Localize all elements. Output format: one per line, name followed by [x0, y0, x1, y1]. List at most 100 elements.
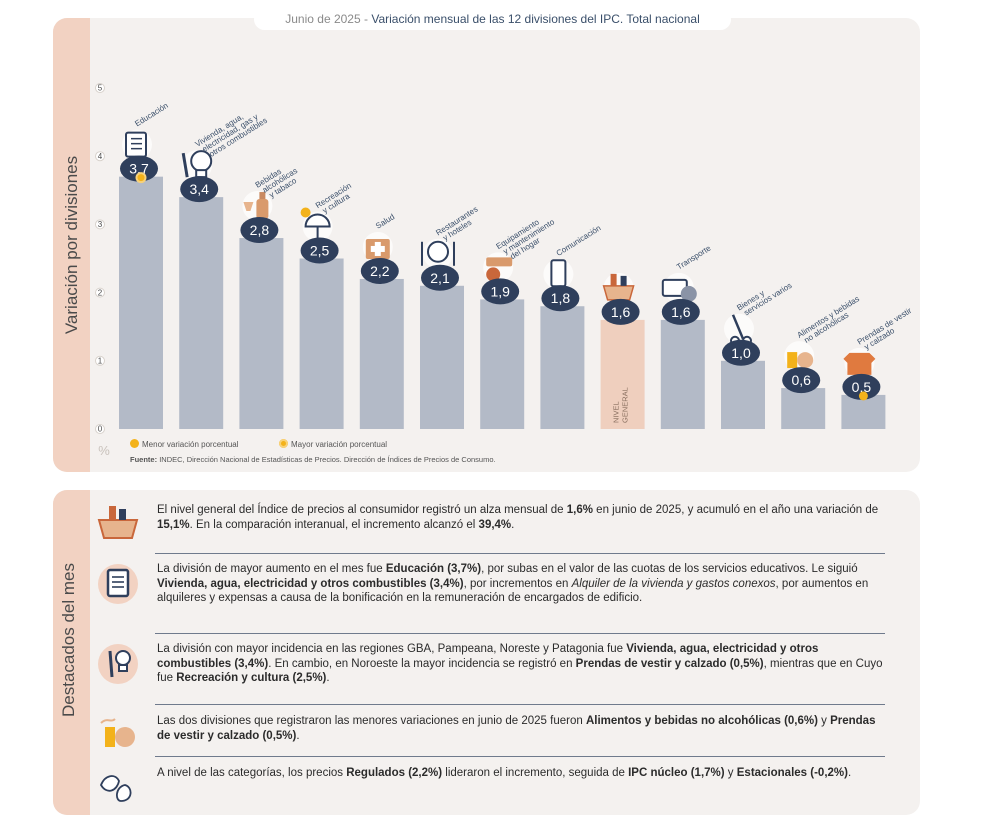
- chart-title-main: Variación mensual de las 12 divisiones d…: [371, 12, 700, 26]
- y-tick-marker: [95, 83, 105, 93]
- data-label: 3,4: [189, 181, 209, 197]
- notebook-icon: [95, 561, 145, 607]
- legend-min-dot: [130, 439, 139, 448]
- data-label: 2,5: [310, 243, 330, 259]
- highlight-item: A nivel de las categorías, los precios R…: [95, 765, 885, 811]
- bar: [179, 197, 224, 429]
- transit-card-icon: [661, 278, 697, 302]
- value-badge: [601, 298, 640, 325]
- highlight-text: La división de mayor aumento en el mes f…: [157, 563, 869, 604]
- data-label: 2,1: [430, 270, 450, 286]
- highlights-side-label: Destacados del mes: [59, 562, 78, 718]
- data-label: 0,5: [852, 379, 872, 395]
- value-badge: [180, 176, 219, 203]
- bar: [420, 285, 464, 429]
- max-marker: [137, 174, 145, 182]
- food-icon: [787, 352, 814, 369]
- air-conditioner-icon: [486, 257, 513, 282]
- highlight-item: La división de mayor aumento en el mes f…: [95, 561, 885, 607]
- category-label: Alimentos y bebidas: [795, 294, 860, 340]
- category-label: Salud: [374, 212, 396, 230]
- bar: [721, 360, 765, 429]
- y-tick-marker: [95, 287, 105, 298]
- highlight-item: Las dos divisiones que registraron las m…: [95, 713, 885, 759]
- data-label: 1,8: [551, 290, 571, 306]
- highlight-text: A nivel de las categorías, los precios R…: [157, 767, 852, 779]
- y-tick-marker: [95, 424, 105, 434]
- highlight-item: El nivel general del Índice de precios a…: [95, 502, 885, 548]
- shopping-basket-icon: [95, 502, 145, 548]
- highlights-side-strip: [53, 490, 90, 815]
- key-bulb-icon: [95, 641, 145, 687]
- chart-title: Junio de 2025 - Variación mensual de las…: [254, 9, 731, 30]
- data-label: 1,9: [490, 283, 510, 299]
- highlight-item: La división con mayor incidencia en las …: [95, 641, 885, 687]
- highlight-text: La división con mayor incidencia en las …: [157, 643, 883, 684]
- category-label: Transporte: [675, 243, 713, 271]
- y-tick-marker: [95, 151, 105, 162]
- bar: [359, 278, 404, 429]
- bar: [540, 306, 585, 429]
- legend-max: Mayor variación porcentual: [279, 439, 387, 449]
- bar: [239, 238, 284, 429]
- y-tick-marker: [95, 219, 105, 230]
- value-badge: [782, 367, 821, 394]
- food-drink-icon: [95, 713, 145, 759]
- bar: [480, 299, 525, 429]
- bar-general-label: GENERAL: [621, 387, 630, 423]
- value-badge: [842, 373, 881, 400]
- data-label: 3,7: [129, 161, 149, 177]
- value-badge: [722, 339, 760, 366]
- y-tick-label: 1: [98, 357, 103, 366]
- highlight-separator: [155, 756, 885, 757]
- source-note: Fuente: INDEC, Dirección Nacional de Est…: [130, 455, 496, 464]
- wine-bottle-icon: [243, 192, 269, 220]
- legend-max-label: Mayor variación porcentual: [291, 440, 388, 449]
- value-badge: [421, 264, 459, 291]
- highlight-separator: [155, 704, 885, 705]
- smartphone-icon: [550, 259, 567, 288]
- y-tick-label: 2: [98, 288, 103, 297]
- bar: [660, 319, 705, 429]
- source-label: Fuente:: [130, 455, 158, 464]
- data-label: 2,8: [250, 222, 270, 238]
- bar: [119, 176, 163, 429]
- source-text: INDEC, Dirección Nacional de Estadística…: [159, 455, 496, 464]
- category-label: Educación: [133, 101, 169, 128]
- highlights-panel: [53, 490, 920, 815]
- value-badge: [300, 237, 339, 264]
- chart-title-date: Junio de 2025 -: [285, 12, 368, 26]
- highlight-separator: [155, 553, 885, 554]
- umbrella-icon: [300, 207, 331, 239]
- value-badge: [240, 217, 279, 244]
- data-label: 0,6: [791, 372, 811, 388]
- bar-general: [600, 319, 645, 429]
- data-label: 1,6: [611, 304, 631, 320]
- highlight-text: El nivel general del Índice de precios a…: [157, 504, 879, 531]
- y-tick-label: 3: [98, 220, 103, 229]
- notebook-icon: [125, 131, 147, 158]
- shopping-basket-icon: [602, 273, 635, 301]
- y-tick-label: 5: [98, 84, 103, 93]
- produce-icon: [95, 765, 145, 811]
- bar: [299, 258, 344, 429]
- value-badge: [661, 298, 700, 325]
- clothing-icon: [843, 352, 876, 375]
- data-label: 2,2: [370, 263, 390, 279]
- data-label: 1,6: [671, 304, 691, 320]
- data-label: 1,0: [731, 345, 751, 361]
- y-tick-label: 4: [98, 152, 103, 161]
- bar: [781, 388, 826, 429]
- value-badge: [120, 155, 158, 182]
- highlight-text: Las dos divisiones que registraron las m…: [157, 715, 876, 742]
- y-axis-unit: %: [98, 443, 110, 458]
- y-tick-marker: [95, 355, 105, 366]
- cutlery-icon: [421, 240, 455, 266]
- legend-min: Menor variación porcentual: [130, 439, 239, 449]
- bar: [841, 394, 886, 429]
- chart-side-strip: [53, 18, 90, 472]
- medical-kit-icon: [365, 238, 390, 259]
- value-badge: [360, 257, 399, 284]
- legend-max-dot: [279, 439, 288, 448]
